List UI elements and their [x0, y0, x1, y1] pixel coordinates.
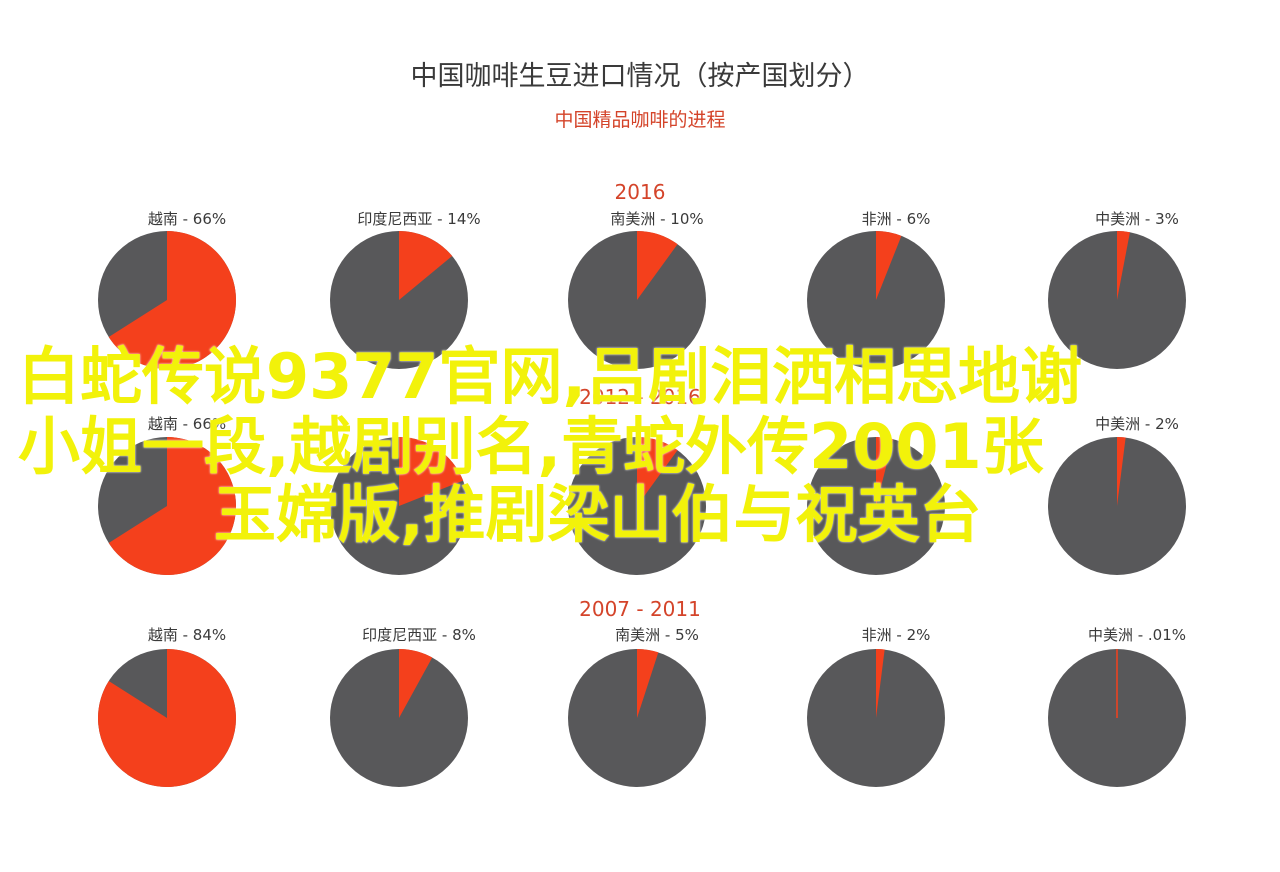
period-label: 2016 — [615, 180, 666, 204]
pie-label-3: 非洲 - 6% — [862, 210, 931, 228]
period-label: 2007 - 2011 — [579, 597, 701, 621]
overlay-caption-line-1: 白蛇传说9377官网,吕剧泪洒相思地谢 — [0, 346, 1280, 408]
chart-title: 中国咖啡生豆进口情况（按产国划分） — [411, 61, 870, 92]
overlay-caption-line-3: 玉嫦版,推剧梁山伯与祝英台 — [0, 484, 1280, 546]
pie-label-0: 越南 - 84% — [148, 626, 226, 644]
pie-label-4: 中美洲 - 3% — [1095, 210, 1179, 228]
pie-label-2: 南美洲 - 10% — [610, 210, 703, 228]
pie-label-0: 越南 - 66% — [148, 210, 226, 228]
overlay-caption-line-2: 小姐一段,越剧别名,青蛇外传2001张 — [0, 416, 1280, 478]
pie-label-2: 南美洲 - 5% — [615, 626, 699, 644]
pie-label-4: 中美洲 - .01% — [1088, 626, 1186, 644]
pie-label-3: 非洲 - 2% — [862, 626, 931, 644]
pie-label-1: 印度尼西亚 - 8% — [362, 626, 476, 644]
chart-subtitle: 中国精品咖啡的进程 — [554, 109, 725, 131]
pie-label-1: 印度尼西亚 - 14% — [357, 210, 480, 228]
